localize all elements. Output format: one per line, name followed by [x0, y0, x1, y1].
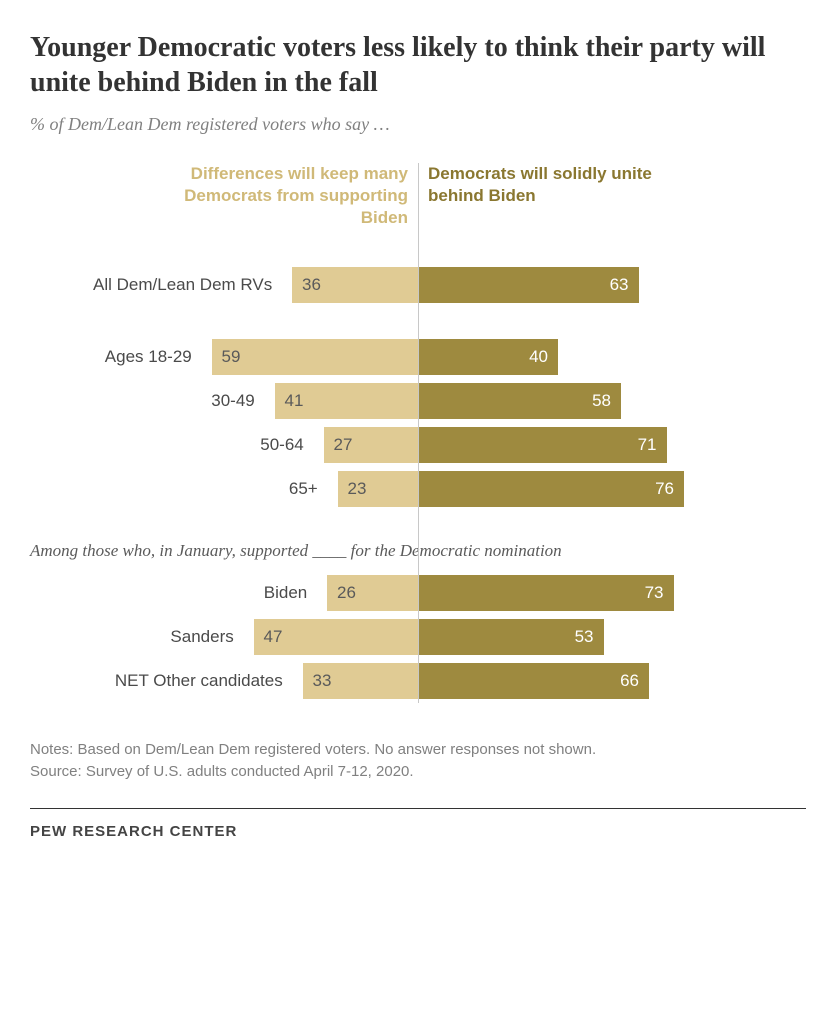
bar-right: 71	[418, 427, 667, 463]
row-label: Sanders	[30, 627, 410, 647]
header-left: Differences will keep many Democrats fro…	[148, 163, 418, 229]
footer-attribution: PEW RESEARCH CENTER	[30, 823, 806, 840]
row-label: NET Other candidates	[30, 671, 410, 691]
bar-right: 53	[418, 619, 604, 655]
row-label: Ages 18-29	[30, 347, 410, 367]
chart-area: Differences will keep many Democrats fro…	[30, 163, 806, 703]
row-label: Biden	[30, 583, 410, 603]
bar-right: 76	[418, 471, 684, 507]
bar-right: 58	[418, 383, 621, 419]
row-label: 65+	[30, 479, 410, 499]
header-right: Democrats will solidly unite behind Bide…	[418, 163, 658, 207]
notes-line: Source: Survey of U.S. adults conducted …	[30, 761, 806, 784]
bar-right: 63	[418, 267, 639, 303]
notes-line: Notes: Based on Dem/Lean Dem registered …	[30, 739, 806, 762]
row-label: 50-64	[30, 435, 410, 455]
chart-notes: Notes: Based on Dem/Lean Dem registered …	[30, 739, 806, 784]
row-label: All Dem/Lean Dem RVs	[30, 275, 410, 295]
bar-right: 40	[418, 339, 558, 375]
axis-line	[418, 163, 419, 703]
separator	[30, 808, 806, 809]
chart-subtitle: % of Dem/Lean Dem registered voters who …	[30, 114, 806, 135]
bar-right: 73	[418, 575, 674, 611]
bar-right: 66	[418, 663, 649, 699]
rows-container: 3663All Dem/Lean Dem RVs5940Ages 18-2941…	[30, 183, 806, 703]
chart-title: Younger Democratic voters less likely to…	[30, 30, 806, 100]
row-label: 30-49	[30, 391, 410, 411]
